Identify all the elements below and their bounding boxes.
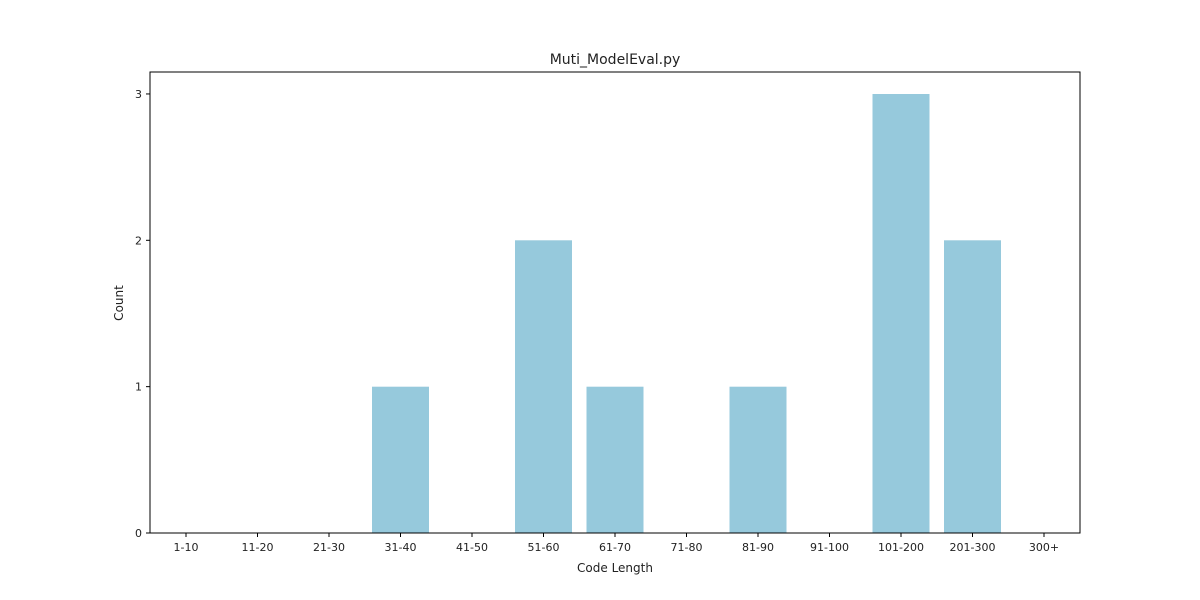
x-tick-label: 11-20 [242, 541, 274, 554]
x-tick-label: 300+ [1029, 541, 1059, 554]
bar-61-70 [586, 386, 644, 533]
bars-group [372, 94, 1001, 534]
x-tick-label: 201-300 [950, 541, 996, 554]
y-axis-title: Count [112, 285, 126, 321]
bar-31-40 [372, 386, 429, 533]
x-tick-label: 91-100 [810, 541, 849, 554]
y-tick-label: 2 [135, 234, 142, 247]
x-tick-label: 81-90 [742, 541, 774, 554]
x-tick-label: 71-80 [671, 541, 703, 554]
bar-81-90 [729, 386, 787, 533]
x-tick-label: 51-60 [528, 541, 560, 554]
bar-101-200 [872, 94, 930, 533]
bar-201-300 [944, 240, 1001, 534]
x-tick-label: 21-30 [313, 541, 345, 554]
x-tick-label: 1-10 [174, 541, 199, 554]
chart-title: Muti_ModelEval.py [550, 52, 681, 68]
y-tick-label: 3 [135, 88, 142, 101]
x-tick-label: 31-40 [385, 541, 417, 554]
x-tick-label: 41-50 [456, 541, 488, 554]
y-axis-ticks: 0 1 2 3 [135, 88, 150, 540]
y-tick-label: 1 [135, 381, 142, 394]
x-tick-label: 101-200 [878, 541, 924, 554]
bar-51-60 [515, 240, 572, 534]
x-axis-title: Code Length [577, 561, 653, 575]
x-tick-label: 61-70 [599, 541, 631, 554]
y-tick-label: 0 [135, 527, 142, 540]
x-axis-ticks: 1-10 11-20 21-30 31-40 41-50 51-60 61-70 71-80 8… [174, 533, 1059, 554]
